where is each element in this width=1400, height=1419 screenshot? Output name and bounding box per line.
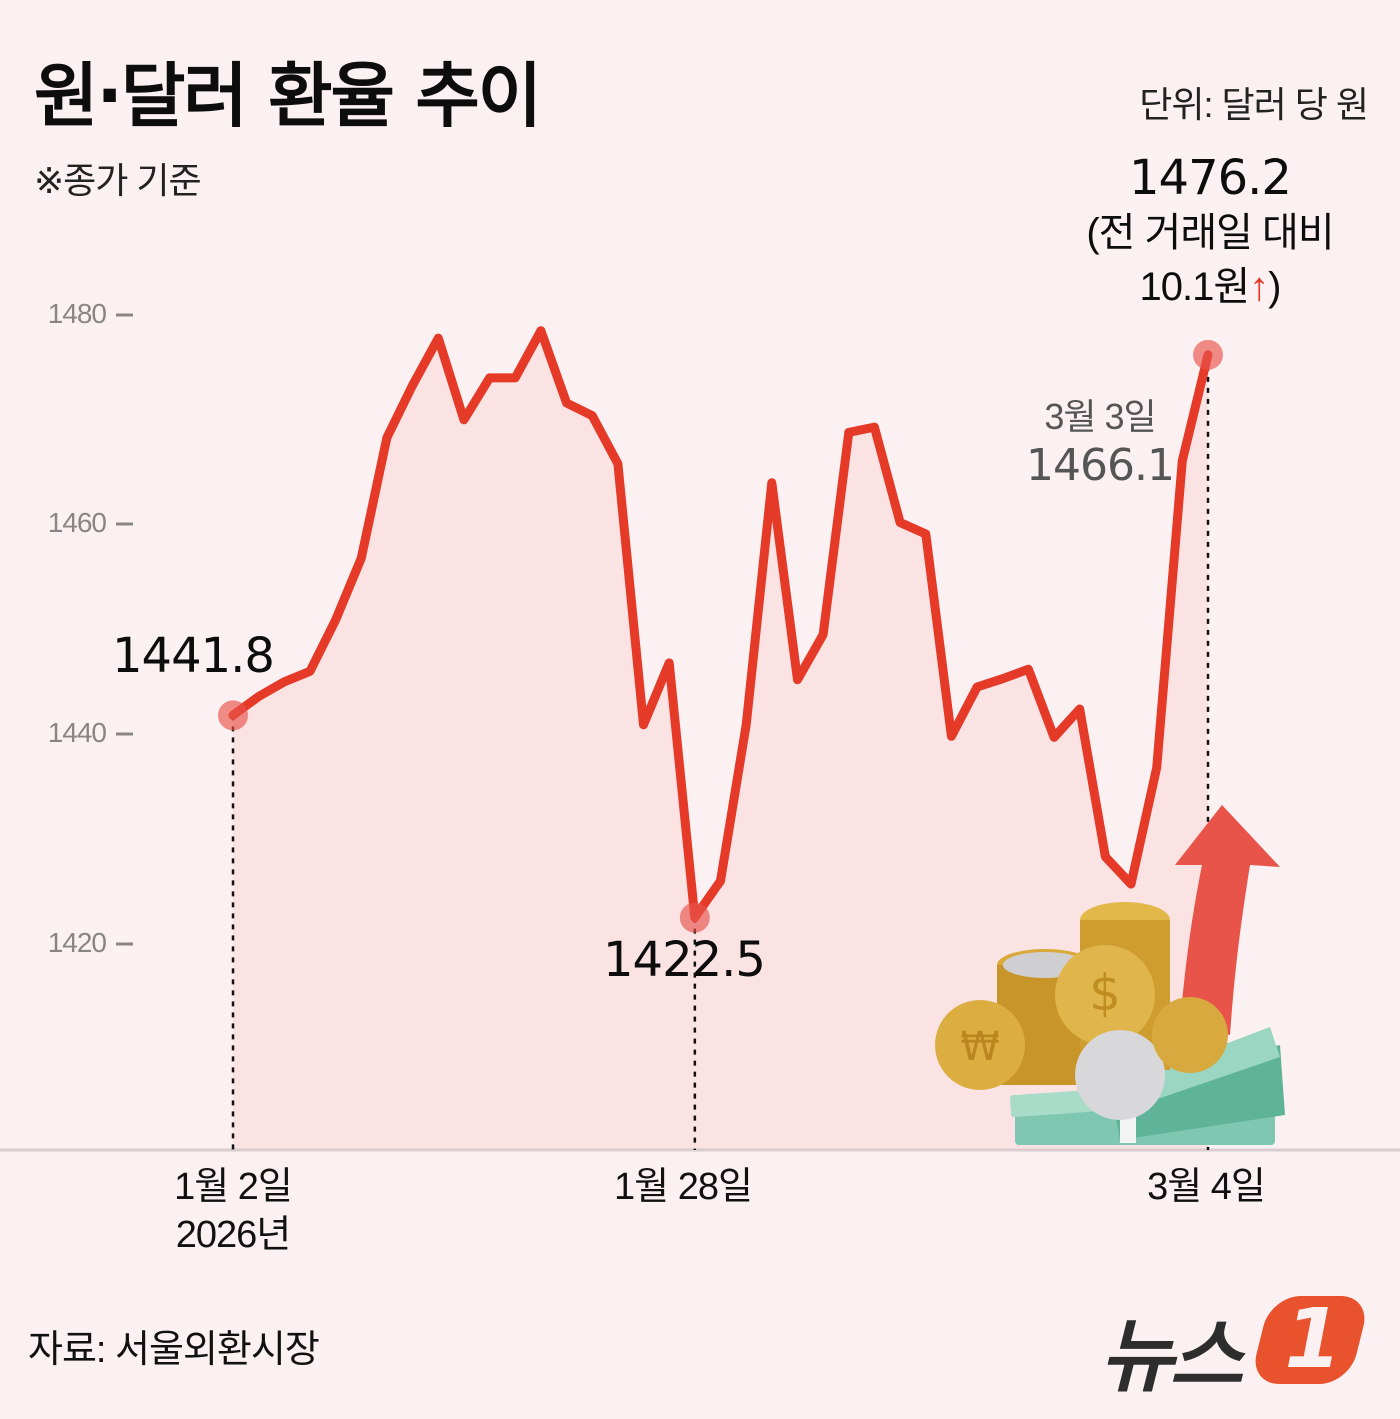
exchange-rate-line: [228, 326, 1213, 923]
source-note: 자료: 서울외환시장: [28, 1329, 320, 1371]
rising-arrow-icon: [1175, 805, 1280, 1035]
highlight-marker: [1193, 339, 1223, 370]
svg-text:$: $: [1089, 964, 1121, 1022]
y-tick-label: 1440: [47, 717, 107, 748]
chart-subtitle: ※종가 기준: [34, 160, 202, 201]
highlight-marker: [218, 700, 248, 731]
highlight-marker: [679, 902, 710, 933]
news1-logo: 뉴스 1: [1100, 1290, 1371, 1403]
y-tick-label: 1460: [47, 507, 107, 538]
highlight-markers: [218, 339, 1223, 933]
x-tick-label: 3월 4일: [1147, 1166, 1266, 1208]
prev-day-label: 3월 3일 1466.1: [1026, 396, 1175, 491]
y-tick-label: 1420: [47, 927, 107, 958]
start-value-label: 1441.8: [112, 628, 275, 684]
coins-icon: $ ₩: [935, 902, 1228, 1120]
chart-title: 원·달러 환율 추이: [34, 55, 542, 137]
x-tick-label: 1월 28일: [614, 1166, 753, 1208]
y-tick-label: 1480: [47, 298, 107, 329]
last-value-label: 1476.2 (전 거래일 대비 10.1원↑): [1060, 150, 1360, 314]
svg-text:₩: ₩: [960, 1024, 1000, 1070]
y-axis-ticks: [116, 313, 133, 946]
unit-label: 단위: 달러 당 원: [1139, 84, 1369, 125]
low-value-label: 1422.5: [603, 932, 766, 988]
x-tick-label: 1월 2일 2026년: [174, 1166, 293, 1256]
up-arrow-icon: ↑: [1249, 265, 1269, 309]
money-rising-illustration: $ ₩: [935, 805, 1285, 1145]
area-fill: [233, 330, 1208, 1150]
